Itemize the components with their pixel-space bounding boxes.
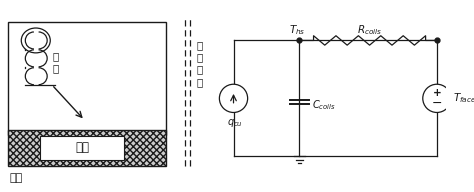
Text: $C_{coils}$: $C_{coils}$ [312,98,336,112]
Text: +: + [433,88,441,98]
Text: $R_{coils}$: $R_{coils}$ [357,23,382,37]
Text: 气: 气 [197,52,203,62]
Bar [39,136,124,160]
Text: 道: 道 [197,77,203,87]
Text: 组: 组 [53,63,59,73]
Text: $T_{face}$: $T_{face}$ [453,91,474,105]
Text: 气: 气 [197,65,203,75]
Text: $T_{hs}$: $T_{hs}$ [289,23,306,37]
Circle shape [423,84,451,113]
Text: 空: 空 [197,40,203,50]
Text: 络: 络 [53,51,59,61]
Text: 导线: 导线 [75,141,89,154]
Bar [8,22,166,135]
Bar [8,130,166,166]
Text: $q_{cu}$: $q_{cu}$ [228,117,243,129]
Circle shape [219,84,247,113]
Text: −: − [432,97,442,110]
Text: 绝缘: 绝缘 [9,173,23,183]
